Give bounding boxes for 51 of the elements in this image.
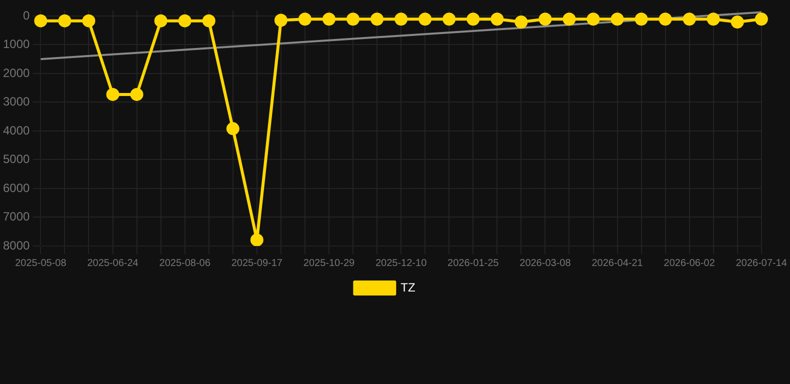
point bbox=[682, 12, 696, 26]
y-tick-label: 7000 bbox=[2, 210, 30, 224]
point bbox=[418, 12, 432, 26]
point bbox=[754, 12, 768, 26]
point bbox=[298, 12, 312, 26]
y-tick-label: 4000 bbox=[2, 123, 30, 138]
point bbox=[730, 15, 744, 28]
y-tick-label: 5000 bbox=[2, 152, 30, 166]
y-tick-label: 1000 bbox=[2, 37, 30, 52]
point bbox=[634, 12, 648, 26]
point bbox=[250, 233, 264, 246]
point bbox=[442, 12, 456, 26]
point bbox=[658, 12, 672, 26]
x-tick-label: 2025-05-08 bbox=[15, 258, 67, 269]
point bbox=[586, 12, 600, 26]
x-tick-label: 2025-06-24 bbox=[87, 258, 139, 269]
point bbox=[562, 12, 576, 26]
point bbox=[610, 12, 624, 26]
point bbox=[202, 14, 216, 28]
x-tick-label: 2025-09-17 bbox=[231, 258, 283, 269]
point bbox=[538, 12, 552, 26]
point bbox=[322, 12, 336, 26]
x-tick-label: 2025-08-06 bbox=[159, 258, 211, 269]
point bbox=[466, 12, 480, 26]
point bbox=[706, 12, 720, 26]
point bbox=[394, 12, 408, 26]
point bbox=[130, 88, 144, 101]
y-tick-label: 3000 bbox=[2, 94, 30, 109]
point bbox=[274, 14, 288, 27]
point bbox=[226, 122, 240, 136]
x-tick-label: 2026-01-25 bbox=[448, 258, 500, 269]
y-tick-label: 8000 bbox=[2, 238, 30, 252]
y-tick-label: 6000 bbox=[2, 180, 30, 195]
legend-label: TZ bbox=[400, 280, 416, 294]
point bbox=[58, 14, 72, 28]
y-tick-label: 2000 bbox=[2, 66, 30, 80]
x-tick-label: 2026-07-14 bbox=[736, 258, 788, 269]
x-tick-label: 2026-06-02 bbox=[664, 258, 716, 269]
y-tick-label: 0 bbox=[23, 8, 30, 22]
point bbox=[490, 12, 504, 26]
x-tick-label: 2025-12-10 bbox=[375, 258, 428, 269]
point bbox=[154, 14, 168, 28]
point bbox=[370, 12, 384, 26]
x-tick-label: 2025-10-29 bbox=[303, 258, 355, 269]
point bbox=[178, 14, 192, 28]
x-tick-label: 2026-03-08 bbox=[520, 258, 572, 269]
x-tick-label: 2026-04-21 bbox=[592, 258, 644, 269]
point bbox=[106, 88, 120, 101]
point bbox=[514, 15, 528, 28]
point bbox=[346, 12, 360, 26]
point bbox=[82, 14, 96, 28]
